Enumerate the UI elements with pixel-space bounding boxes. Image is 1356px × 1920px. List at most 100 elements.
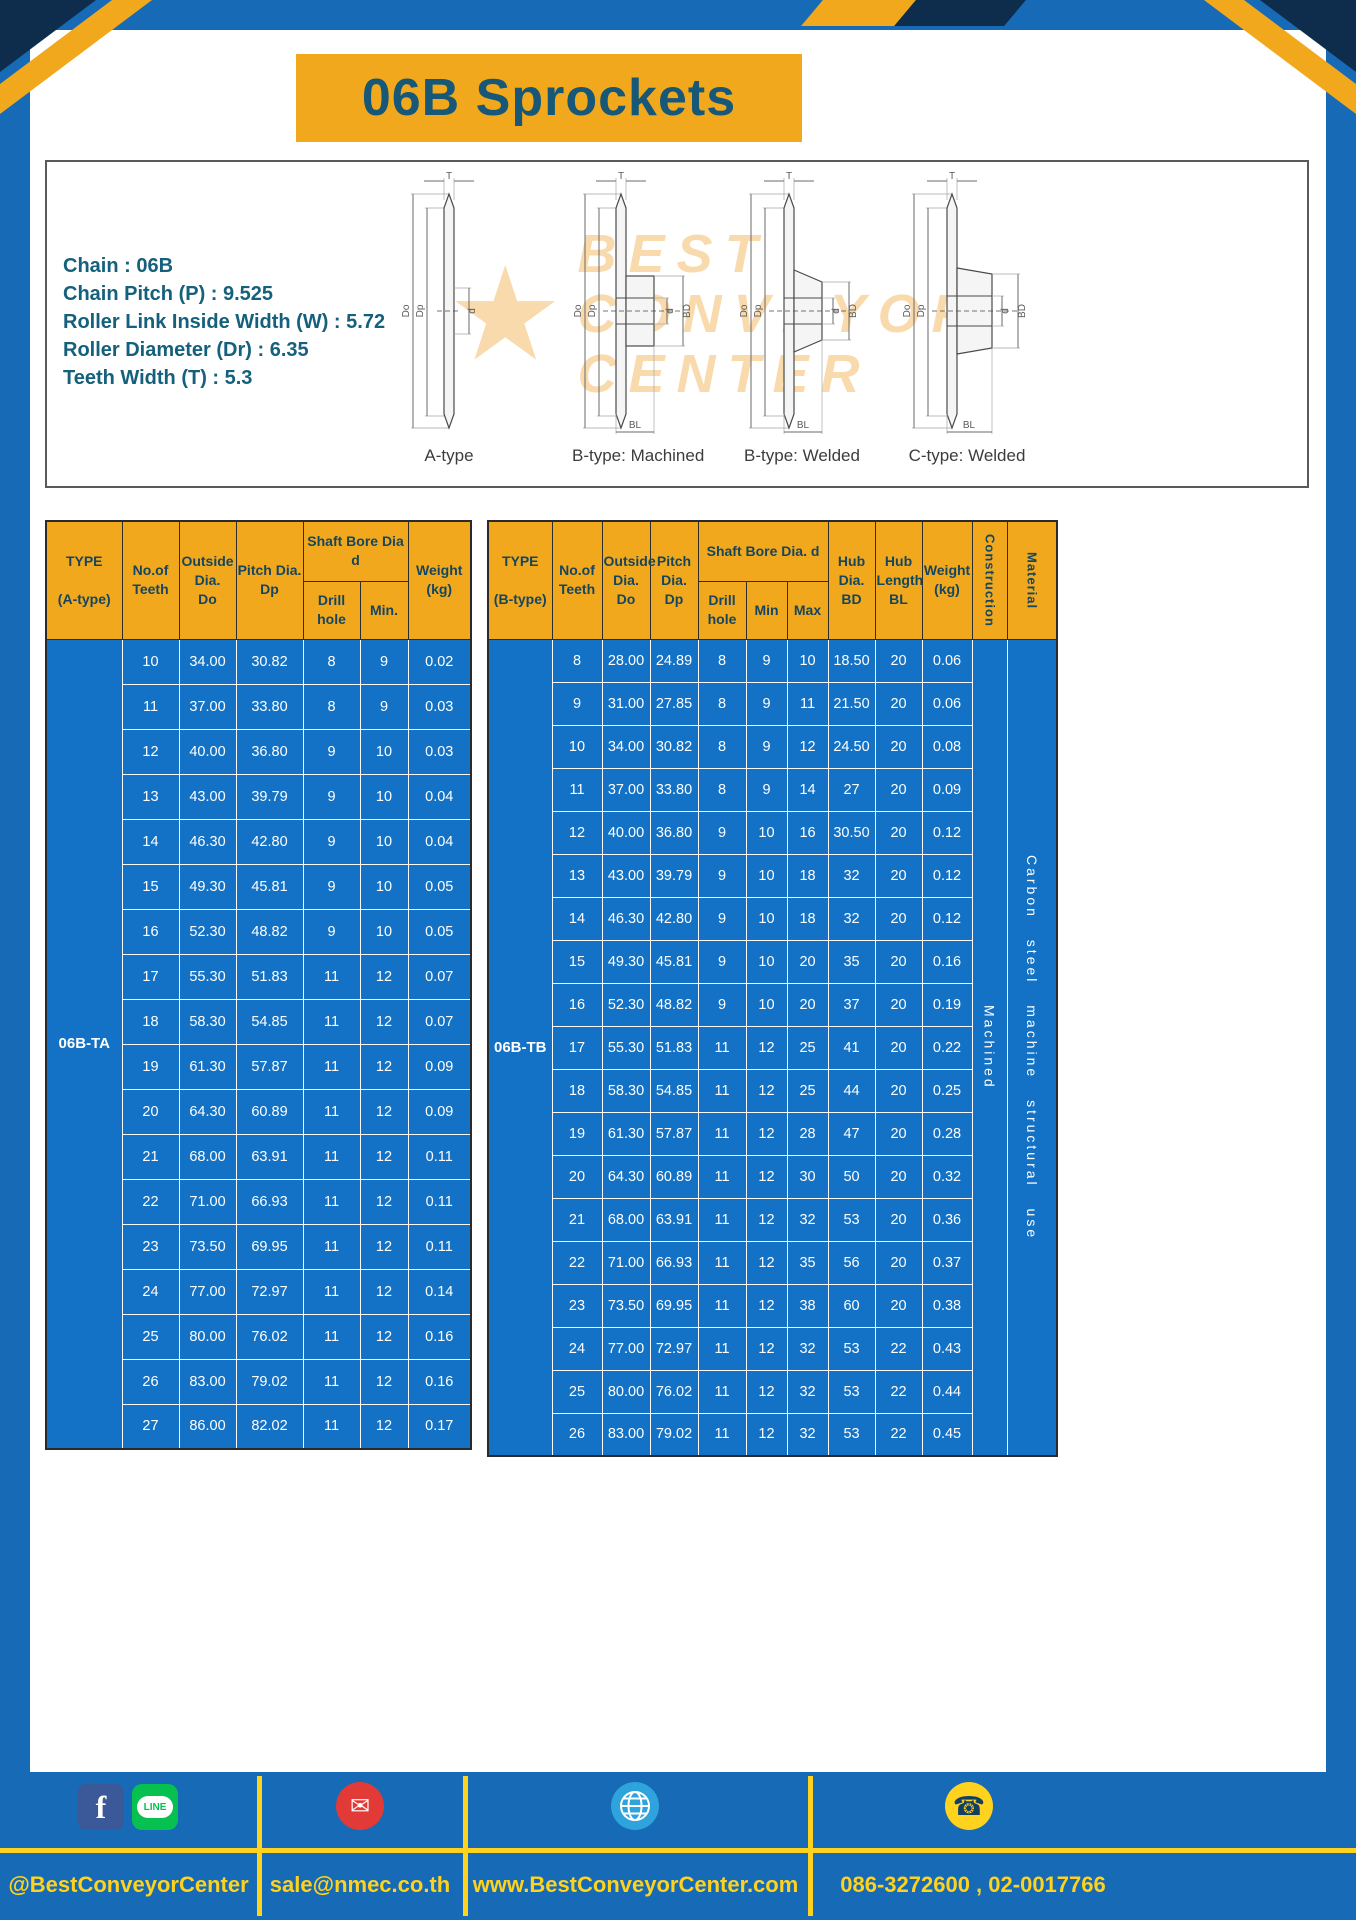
data-cell: 11 [697,1369,747,1414]
website-text: www.BestConveyorCenter.com [472,1872,799,1897]
data-cell: 53 [827,1326,876,1371]
table-b-body: 06B-TB 8 28.00 24.89 8 9 10 18.50 20 0.06 Machined… [487,638,1058,1457]
col-header-hub-length: Hub Length BL [874,520,923,640]
table-row: 21 68.00 63.91 11 12 32 53 20 0.36 [488,1197,1057,1242]
data-cell: 0.03 [407,728,472,775]
table-row: 25 80.00 76.02 11 12 0.16 [46,1313,472,1360]
data-cell: 9 [745,638,788,683]
data-cell: 10 [745,853,788,898]
data-cell: 12 [359,1358,409,1405]
table-row: 15 49.30 45.81 9 10 20 35 20 0.16 [488,939,1057,984]
data-cell: 12 [745,1369,788,1414]
data-cell: 35 [827,939,876,984]
data-cell: 18 [551,1068,603,1113]
table-row: 17 55.30 51.83 11 12 0.07 [46,953,472,1000]
data-cell: 15 [551,939,603,984]
line-label: LINE [137,1796,173,1818]
data-cell: 11 [302,1178,361,1225]
col-header-hub-dia: Hub Dia. BD [827,520,876,640]
data-cell: 0.38 [921,1283,973,1328]
data-cell: 37.00 [178,683,237,730]
data-cell: 20 [786,939,829,984]
data-cell: 21.50 [827,681,876,726]
data-cell: 68.00 [178,1133,237,1180]
dim-label-do: Do [573,304,584,317]
envelope-glyph: ✉ [349,1792,371,1820]
data-cell: 9 [745,767,788,812]
dim-label-d: d [831,308,842,314]
data-cell: 12 [359,1133,409,1180]
top-stripe-decoration [894,0,1026,26]
col-header-shaft-bore-group: Shaft Bore Dia. d [697,520,829,582]
data-cell: 22 [551,1240,603,1285]
data-cell: 21 [551,1197,603,1242]
col-header-weight: Weight (kg) [921,520,973,640]
data-cell: 63.91 [649,1197,699,1242]
data-cell: 86.00 [178,1403,237,1450]
data-cell: 60 [827,1283,876,1328]
data-cell: 14 [551,896,603,941]
col-header-pitch-dia: Pitch Dia. Dp [235,520,304,640]
data-cell: 19 [121,1043,180,1090]
data-cell: 31.00 [601,681,651,726]
col-header-pitch-dia: Pitch Dia. Dp [649,520,699,640]
col-header-teeth: No.of Teeth [551,520,603,640]
data-cell: 11 [302,998,361,1045]
facebook-icon: f [78,1784,124,1830]
data-cell: 14 [786,767,829,812]
col-header-material: Material [1006,520,1058,640]
data-cell: 77.00 [601,1326,651,1371]
footer-divider-line [0,1848,1356,1853]
data-cell: 63.91 [235,1133,304,1180]
data-cell: 11 [697,1412,747,1457]
data-cell: 8 [697,724,747,769]
data-cell: 10 [359,773,409,820]
data-cell: 20 [874,896,923,941]
data-cell: 30.82 [235,638,304,685]
data-cell: 11 [302,1268,361,1315]
data-cell: 10 [359,818,409,865]
facebook-glyph: f [95,1788,107,1825]
data-cell: 32 [786,1326,829,1371]
data-cell: 30.82 [649,724,699,769]
data-cell: 43.00 [601,853,651,898]
phone-numbers-text: 086-3272600 , 02-0017766 [840,1872,1106,1897]
table-row: 24 77.00 72.97 11 12 0.14 [46,1268,472,1315]
data-cell: 17 [551,1025,603,1070]
data-cell: 36.80 [235,728,304,775]
data-cell: 10 [745,939,788,984]
table-row: 23 73.50 69.95 11 12 38 60 20 0.38 [488,1283,1057,1328]
data-cell: 12 [121,728,180,775]
col-header-outside-dia: Outside Dia. Do [601,520,656,640]
data-cell: 16 [786,810,829,855]
data-cell: 73.50 [178,1223,237,1270]
table-row: 14 46.30 42.80 9 10 0.04 [46,818,472,865]
data-cell: 39.79 [649,853,699,898]
data-cell: 9 [302,863,361,910]
data-cell: 37 [827,982,876,1027]
col-header-teeth: No.of Teeth [121,520,180,640]
data-cell: 42.80 [649,896,699,941]
data-cell: 77.00 [178,1268,237,1315]
dim-label-do: Do [401,304,412,317]
data-cell: 0.22 [921,1025,973,1070]
data-cell: 30 [786,1154,829,1199]
data-cell: 12 [745,1111,788,1156]
data-cell: 64.30 [601,1154,651,1199]
data-cell: 9 [697,853,747,898]
table-row: 17 55.30 51.83 11 12 25 41 20 0.22 [488,1025,1057,1070]
data-cell: 60.89 [649,1154,699,1199]
data-cell: 10 [745,982,788,1027]
data-cell: 11 [302,1313,361,1360]
table-row: 24 77.00 72.97 11 12 32 53 22 0.43 [488,1326,1057,1371]
data-cell: 20 [786,982,829,1027]
data-cell: 12 [359,1043,409,1090]
data-cell: 10 [359,728,409,775]
data-cell: 0.37 [921,1240,973,1285]
col-header-type: TYPE (A-type) [45,520,123,640]
data-cell: 11 [302,1403,361,1450]
data-cell: 11 [551,767,603,812]
data-cell: 32 [827,896,876,941]
data-cell: 16 [551,982,603,1027]
data-cell: 26 [551,1412,603,1457]
